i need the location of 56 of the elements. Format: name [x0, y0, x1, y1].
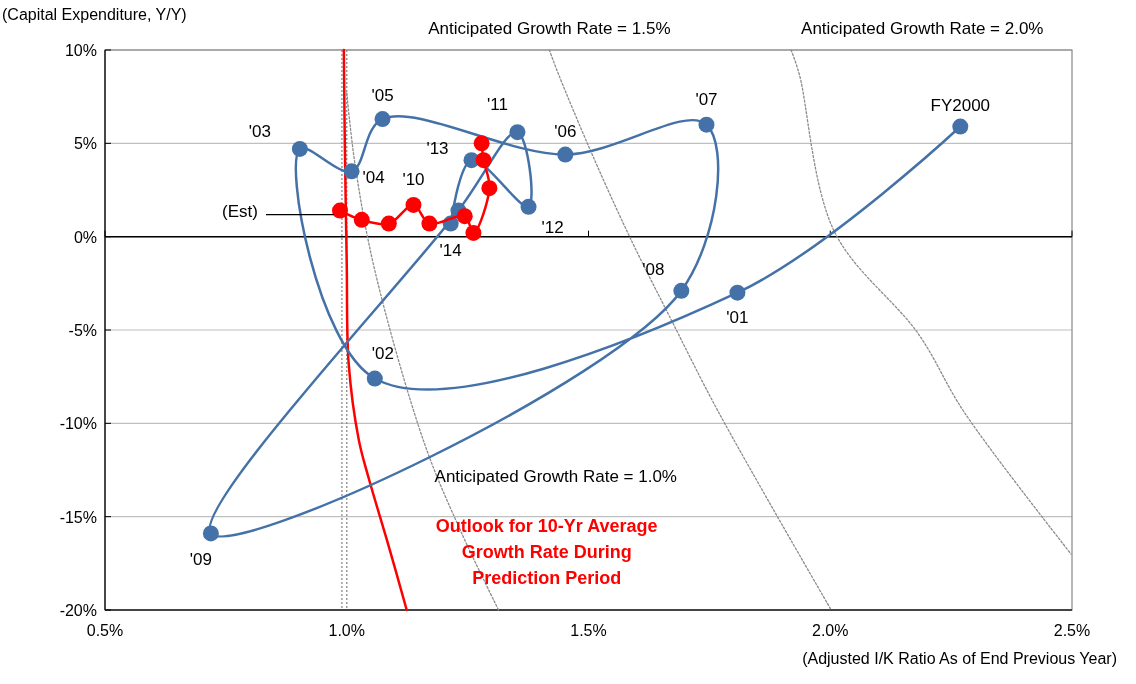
- y-axis-title: (Capital Expenditure, Y/Y): [2, 6, 187, 23]
- point: [366, 370, 383, 387]
- series-label: Outlook for 10-Yr Average Growth Rate During Prediction Period: [435, 516, 658, 588]
- annotation: '12: [541, 217, 564, 237]
- x-tick-label: 1.0%: [328, 622, 365, 639]
- point: [374, 111, 391, 128]
- annotation: Anticipated Growth Rate = 1.5%: [428, 19, 671, 38]
- point: [520, 198, 537, 215]
- annotation: '02: [371, 343, 394, 363]
- y-tick-label: -20%: [59, 602, 97, 619]
- point: [698, 116, 715, 133]
- point: [456, 208, 473, 225]
- annotation: '04: [362, 168, 385, 188]
- y-tick-label: 0%: [73, 228, 97, 246]
- annotation: '11: [486, 95, 508, 115]
- point: [353, 211, 370, 228]
- annotation: (Est): [222, 201, 258, 221]
- annotation: '08: [642, 259, 665, 279]
- point: [673, 282, 690, 299]
- x-tick-label: 0.5%: [86, 622, 124, 639]
- point: [481, 180, 498, 197]
- point: [475, 152, 492, 169]
- x-axis-title: (Adjusted I/K Ratio As of End Previous Year): [802, 650, 1117, 667]
- point: [509, 124, 526, 141]
- point: [380, 215, 397, 232]
- point: [557, 146, 574, 163]
- annotation: '13: [426, 139, 449, 159]
- annotation: '07: [695, 89, 718, 109]
- x-tick-label: 1.5%: [570, 622, 607, 639]
- annotation: '05: [371, 86, 394, 106]
- point: [331, 202, 348, 219]
- point: [291, 140, 308, 157]
- point: [343, 163, 360, 180]
- annotation: '06: [554, 121, 577, 141]
- annotation: '01: [726, 307, 749, 327]
- annotation: '03: [248, 121, 271, 141]
- x-tick-label: 2.0%: [812, 622, 849, 639]
- point: [952, 118, 969, 135]
- annotation: '09: [189, 550, 212, 570]
- annotation: '14: [439, 240, 462, 260]
- point: [421, 215, 438, 232]
- y-tick-label: 10%: [64, 42, 97, 59]
- point: [202, 525, 219, 542]
- point: [405, 196, 422, 213]
- point: [473, 135, 490, 152]
- annotation: Anticipated Growth Rate = 1.0%: [434, 466, 677, 486]
- x-tick-label: 2.5%: [1053, 622, 1091, 639]
- y-tick-label: -5%: [68, 322, 97, 339]
- y-tick-label: -15%: [59, 508, 97, 526]
- annotation: '10: [402, 169, 425, 189]
- annotation: Anticipated Growth Rate = 2.0%: [801, 19, 1044, 38]
- y-tick-label: 5%: [73, 135, 97, 153]
- point: [729, 284, 746, 301]
- point: [465, 224, 482, 241]
- annotation: FY2000: [930, 95, 991, 115]
- y-tick-label: -10%: [59, 415, 97, 433]
